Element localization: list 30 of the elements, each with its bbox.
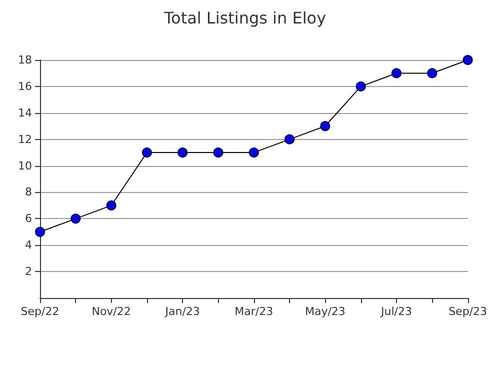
point [142,148,152,158]
x-tick-label: Sep/22 [20,305,60,318]
x-tick-label: Jul/23 [380,305,412,318]
point [284,134,295,144]
point [356,81,366,92]
point [106,200,116,210]
point [178,148,188,158]
chart-title: Total Listings in Eloy [162,8,326,28]
point [427,68,438,78]
x-tick-label: Mar/23 [234,305,274,318]
point [462,55,473,65]
x-tick-label: Sep/23 [448,305,487,318]
y-tick-label: 4 [25,238,32,252]
point [213,148,224,158]
y-tick-label: 16 [18,80,32,93]
y-tick-label: 14 [18,106,32,120]
y-tick-label: 2 [25,265,32,278]
y-tick-label: 6 [25,212,32,226]
x-tick-label: May/23 [304,305,346,318]
y-tick-label: 8 [25,186,32,199]
x-tick-label: Jan/23 [164,305,200,318]
y-tick-label: 12 [18,132,32,146]
x-tick-label: Nov/22 [92,305,131,318]
y-tick-label: 10 [18,159,32,172]
point [35,226,45,237]
point [70,214,81,224]
y-tick-label: 18 [18,54,32,66]
point [391,68,402,78]
point [248,148,259,158]
point [320,121,330,132]
